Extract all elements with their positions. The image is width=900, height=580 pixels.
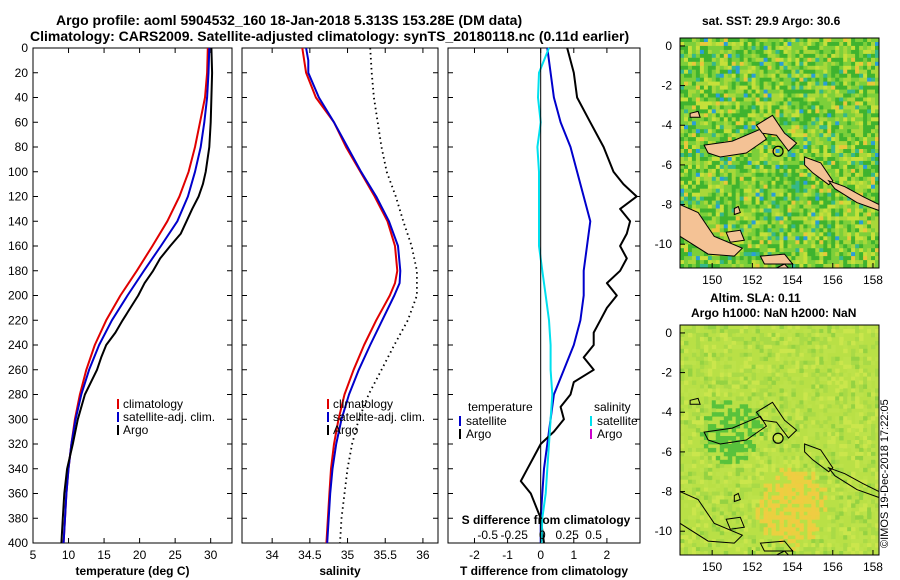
xaxis-label-salinity: salinity: [319, 564, 361, 578]
xtick-label: 2: [604, 548, 611, 562]
xtick-label: 25: [168, 548, 182, 562]
xaxis-label-differences: T difference from climatology: [460, 564, 628, 578]
ytick-label: 80: [15, 140, 29, 154]
xtick-label: 36: [416, 548, 430, 562]
panel-frame-temperature: [32, 47, 233, 544]
series-temperature-argo: [60, 47, 214, 544]
ytick-label: 240: [8, 338, 28, 352]
ytick-label: 60: [15, 115, 29, 129]
ytick-label: 180: [8, 264, 28, 278]
xtick-label: -2: [469, 548, 480, 562]
ytick-label: 220: [8, 313, 28, 327]
series-differences-t-satellite: [539, 47, 592, 543]
ytick-label: 120: [8, 190, 28, 204]
xtick-label: 35.5: [374, 548, 398, 562]
stick-label: 0.25: [555, 528, 579, 542]
ytick-label: 360: [8, 487, 28, 501]
panel-frame-differences: [447, 47, 641, 544]
ytick-label: 400: [8, 536, 28, 550]
ytick-label: 100: [8, 165, 28, 179]
ytick-label: 20: [15, 66, 29, 80]
ytick-label: 380: [8, 511, 28, 525]
panel-frame-salinity: [241, 47, 439, 544]
legend-entry-salinity: satellite-adj. clim.: [333, 410, 425, 424]
xtick-label: 15: [97, 548, 111, 562]
ytick-label: 320: [8, 437, 28, 451]
xtick-label: -1: [502, 548, 513, 562]
ytick-label: 260: [8, 363, 28, 377]
stick-label: -0.5: [477, 528, 498, 542]
legend-t-argo: Argo: [466, 427, 492, 441]
ytick-label: 280: [8, 388, 28, 402]
xtick-label: 34: [265, 548, 279, 562]
legend-entry-salinity: Argo: [333, 423, 359, 437]
ytick-label: 300: [8, 412, 28, 426]
series-differences-t-argo: [519, 47, 638, 544]
legend-entry-temperature: satellite-adj. clim.: [123, 410, 215, 424]
xtick-label: 0: [537, 548, 544, 562]
ytick-label: 340: [8, 462, 28, 476]
imos-timestamp: ©IMOS 19-Dec-2018 17:22:05: [879, 399, 891, 548]
sst-map-title: sat. SST: 29.9 Argo: 30.6: [702, 14, 841, 28]
xtick-label: 20: [133, 548, 147, 562]
xtick-label: 5: [30, 548, 37, 562]
legend-entry-temperature: Argo: [123, 423, 149, 437]
ytick-label: 160: [8, 239, 28, 253]
legend-s-argo: Argo: [597, 427, 623, 441]
xtick-label: 35: [341, 548, 355, 562]
stick-label: -0.25: [501, 528, 529, 542]
legend-title-salinity: salinity: [594, 400, 631, 414]
legend-entry-temperature: climatology: [123, 397, 183, 411]
xtick-label: 30: [204, 548, 218, 562]
stick-label: 0.5: [585, 528, 602, 542]
legend-title-temperature: temperature: [468, 400, 533, 414]
legend-entry-salinity: climatology: [333, 397, 393, 411]
xtick-label: 10: [62, 548, 76, 562]
series-differences-s-satellite: [536, 47, 554, 544]
xaxis-label-temperature: temperature (deg C): [75, 564, 189, 578]
ytick-label: 40: [15, 91, 29, 105]
title-line-1: Argo profile: aoml 5904532_160 18-Jan-20…: [56, 12, 523, 28]
xtick-label: 34.5: [298, 548, 322, 562]
sla-map-title: Altim. SLA: 0.11: [710, 291, 801, 305]
ytick-label: 200: [8, 289, 28, 303]
legend-s-satellite: satellite: [597, 414, 638, 428]
xtick-label: 1: [570, 548, 577, 562]
legend-t-satellite: satellite: [466, 414, 507, 428]
sla-map-subtitle: Argo h1000: NaN h2000: NaN: [691, 306, 857, 320]
stick-label: 0: [539, 528, 546, 542]
top-axis-label: S difference from climatology: [462, 513, 631, 527]
series-salinity-satellite-adj-clim-: [305, 47, 402, 544]
ytick-label: 0: [21, 41, 28, 55]
ytick-label: 140: [8, 214, 28, 228]
title-line-2: Climatology: CARS2009. Satellite-adjuste…: [30, 28, 630, 44]
